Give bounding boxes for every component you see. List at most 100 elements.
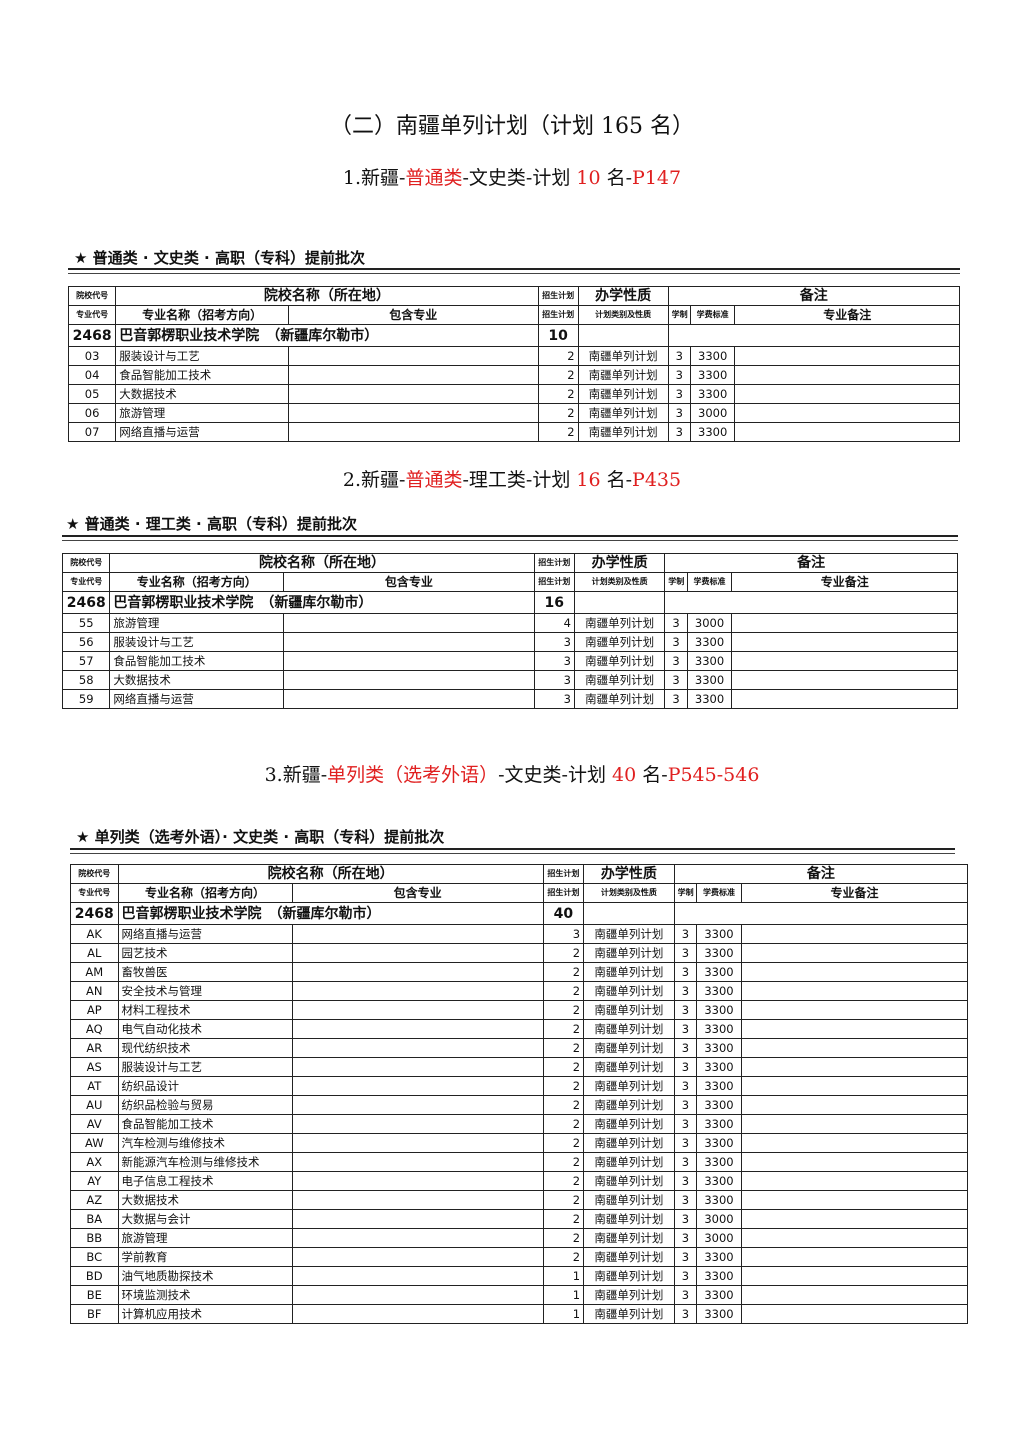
header-plan-type: 计划类别及性质 [577, 305, 669, 325]
major-plan: 3 [533, 651, 575, 671]
fee: 3300 [689, 422, 736, 442]
school-code: 2468 [67, 324, 117, 347]
major-plan: 2 [542, 1076, 585, 1096]
header-years: 学制 [673, 883, 698, 903]
fee: 3300 [696, 1076, 742, 1096]
major-name: 电子信息工程技术 [117, 1171, 293, 1191]
included-majors [288, 403, 539, 423]
subtitle-text: -理工类-计划 [462, 469, 577, 491]
header-nature: 办学性质 [583, 864, 675, 884]
major-plan: 2 [542, 981, 585, 1001]
school-name: 巴音郭楞职业技术学院 （新疆库尔勒市） [117, 902, 544, 925]
major-plan: 2 [542, 1171, 585, 1191]
major-remark [740, 1266, 969, 1286]
major-plan: 2 [542, 1247, 585, 1267]
major-code: AL [70, 943, 119, 963]
plan-type: 南疆单列计划 [583, 924, 675, 944]
years: 3 [673, 1114, 698, 1134]
school-plan: 40 [542, 902, 585, 925]
major-plan: 2 [537, 346, 579, 366]
fee: 3300 [696, 1152, 742, 1172]
school-plan: 16 [533, 591, 575, 614]
years: 3 [673, 1266, 698, 1286]
fee: 3300 [696, 962, 742, 982]
plan-type: 南疆单列计划 [583, 943, 675, 963]
major-plan: 2 [542, 1057, 585, 1077]
plan-type: 南疆单列计划 [573, 632, 666, 652]
header-major-name: 专业名称（招考方向） [115, 305, 290, 325]
header-nature: 办学性质 [573, 553, 666, 573]
major-name: 大数据与会计 [117, 1209, 293, 1229]
major-remark [731, 632, 958, 652]
fee: 3300 [696, 1095, 742, 1115]
fee: 3300 [696, 1038, 742, 1058]
years: 3 [667, 403, 691, 423]
major-plan: 2 [542, 1190, 585, 1210]
table-row: AT 纺织品设计 2 南疆单列计划 3 3300 [70, 1076, 969, 1096]
table-row: AM 畜牧兽医 2 南疆单列计划 3 3300 [70, 962, 969, 982]
years: 3 [673, 1095, 698, 1115]
plan-type: 南疆单列计划 [583, 1209, 675, 1229]
fee: 3300 [696, 1171, 742, 1191]
major-code: AQ [70, 1019, 119, 1039]
plan-type: 南疆单列计划 [583, 1171, 675, 1191]
table-row: 55 旅游管理 4 南疆单列计划 3 3000 [61, 613, 958, 633]
header-row-2: 专业代号 专业名称（招考方向） 包含专业 招生计划 计划类别及性质 学制 学费标准 专业备注 [61, 572, 958, 592]
major-plan: 4 [533, 613, 575, 633]
major-name: 电气自动化技术 [117, 1019, 293, 1039]
major-plan: 3 [542, 924, 585, 944]
plan-type: 南疆单列计划 [583, 1019, 675, 1039]
years: 3 [673, 1038, 698, 1058]
included-majors [291, 1000, 544, 1020]
fee: 3300 [696, 1057, 742, 1077]
highlight-text: 普通类 [405, 167, 463, 189]
included-majors [283, 613, 535, 633]
school-name: 巴音郭楞职业技术学院 （新疆库尔勒市） [115, 324, 539, 347]
years: 3 [673, 1209, 698, 1229]
years: 3 [667, 422, 691, 442]
major-remark [740, 1209, 969, 1229]
plan-type: 南疆单列计划 [583, 962, 675, 982]
major-name: 环境监测技术 [117, 1285, 293, 1305]
major-code: AR [70, 1038, 119, 1058]
plan-type: 南疆单列计划 [583, 1228, 675, 1248]
subtitle-text: 3.新疆- [264, 764, 328, 786]
subtitle-text: 名- [600, 167, 633, 189]
school-name: 巴音郭楞职业技术学院 （新疆库尔勒市） [109, 591, 535, 614]
major-name: 汽车检测与维修技术 [117, 1133, 293, 1153]
major-remark [740, 1228, 969, 1248]
header-remarks: 备注 [667, 286, 961, 306]
major-plan: 2 [542, 1209, 585, 1229]
plan-type: 南疆单列计划 [583, 1285, 675, 1305]
plan-type: 南疆单列计划 [573, 689, 666, 709]
major-name: 大数据技术 [109, 670, 285, 690]
plan-type: 南疆单列计划 [583, 1038, 675, 1058]
highlight-text: 10 [576, 167, 601, 189]
major-plan: 2 [542, 943, 585, 963]
table-row: BE 环境监测技术 1 南疆单列计划 3 3300 [70, 1285, 969, 1305]
major-code: BE [70, 1285, 119, 1305]
major-plan: 2 [542, 1228, 585, 1248]
divider [62, 535, 958, 541]
major-remark [740, 1304, 969, 1324]
school-code: 2468 [61, 591, 111, 614]
major-code: AX [70, 1152, 119, 1172]
major-plan: 3 [533, 670, 575, 690]
major-name: 现代纺织技术 [117, 1038, 293, 1058]
table-row: AS 服装设计与工艺 2 南疆单列计划 3 3300 [70, 1057, 969, 1077]
major-remark [740, 981, 969, 1001]
included-majors [288, 346, 539, 366]
major-remark [740, 1095, 969, 1115]
major-remark [731, 613, 958, 633]
section-1-table: 院校代号 院校名称（所在地） 招生计划 办学性质 备注 专业代号 专业名称（招考方向） 包含专… [67, 286, 961, 442]
major-remark [740, 1190, 969, 1210]
table-row: AW 汽车检测与维修技术 2 南疆单列计划 3 3300 [70, 1133, 969, 1153]
major-remark [740, 1076, 969, 1096]
included-majors [283, 689, 535, 709]
years: 3 [673, 1171, 698, 1191]
major-remark [740, 1152, 969, 1172]
major-remark [734, 384, 960, 404]
major-remark [731, 689, 958, 709]
fee: 3300 [696, 1304, 742, 1324]
major-code: 56 [61, 632, 111, 652]
